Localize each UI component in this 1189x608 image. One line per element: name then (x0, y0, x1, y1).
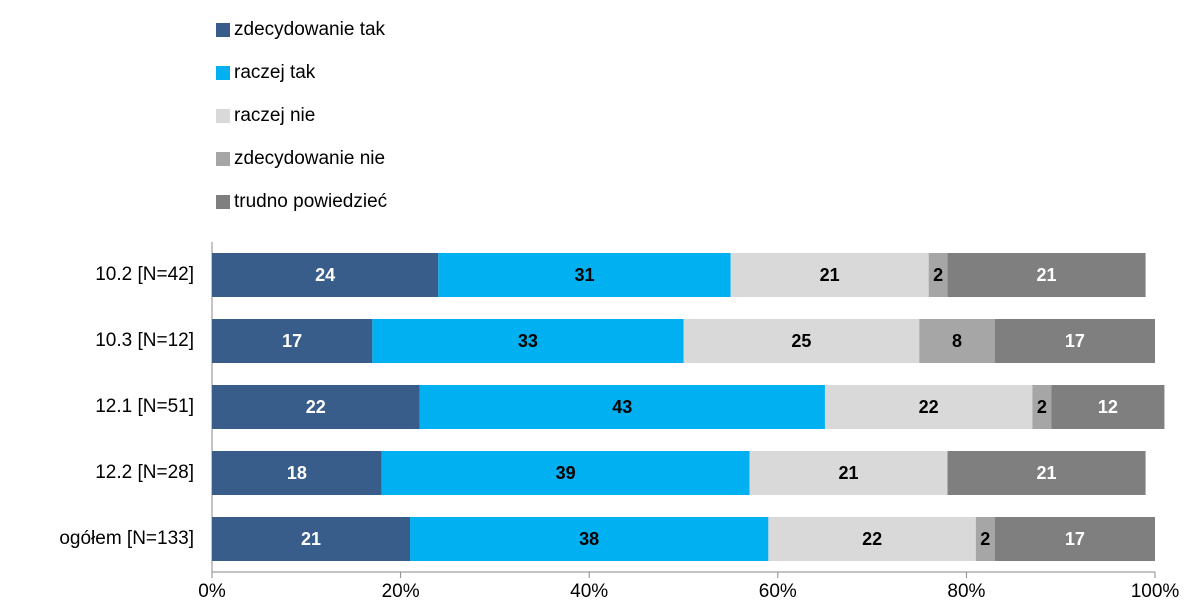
bar-segment (372, 319, 684, 363)
value-label: 25 (791, 331, 811, 351)
legend-label: zdecydowanie nie (234, 148, 385, 169)
bar-segment (947, 451, 1146, 495)
value-label: 43 (612, 397, 632, 417)
x-tick-label: 40% (570, 581, 608, 602)
value-label: 22 (919, 397, 939, 417)
bar-segment (947, 253, 1146, 297)
value-label: 21 (820, 265, 840, 285)
bar-segment (212, 253, 439, 297)
value-label: 18 (287, 463, 307, 483)
value-label: 17 (1065, 331, 1085, 351)
value-label: 2 (933, 265, 943, 285)
legend-swatch (216, 152, 230, 166)
legend-label: raczej tak (234, 62, 316, 83)
value-label: 2 (1037, 397, 1047, 417)
value-label: 17 (1065, 529, 1085, 549)
bar-segment (768, 517, 976, 561)
bar-segment (919, 319, 995, 363)
bar-segment (975, 517, 995, 561)
bar-segment (212, 319, 373, 363)
bar-segment (928, 253, 948, 297)
bar-segment (994, 319, 1155, 363)
value-label: 2 (980, 529, 990, 549)
bar-segment (1032, 385, 1052, 429)
y-tick-label: 10.2 [N=42] (95, 264, 194, 285)
y-tick-label: ogółem [N=133] (59, 528, 194, 549)
value-label: 21 (839, 463, 859, 483)
bar-segment (410, 517, 769, 561)
x-tick-label: 100% (1131, 581, 1180, 602)
value-label: 24 (315, 265, 335, 285)
legend-label: trudno powiedzieć (234, 191, 387, 212)
x-tick-label: 0% (198, 581, 226, 602)
x-tick-label: 20% (382, 581, 420, 602)
value-label: 22 (306, 397, 326, 417)
value-label: 12 (1098, 397, 1118, 417)
x-tick-label: 80% (947, 581, 985, 602)
y-tick-label: 12.1 [N=51] (95, 396, 194, 417)
x-tick-label: 60% (759, 581, 797, 602)
value-label: 31 (574, 265, 594, 285)
legend-label: zdecydowanie tak (234, 19, 386, 40)
bar-segment (419, 385, 825, 429)
bar-segment (212, 451, 382, 495)
value-label: 21 (1037, 265, 1057, 285)
bar-segment (381, 451, 750, 495)
y-tick-label: 12.2 [N=28] (95, 462, 194, 483)
legend-swatch (216, 109, 230, 123)
bar-segment (212, 385, 420, 429)
value-label: 38 (579, 529, 599, 549)
value-label: 21 (1037, 463, 1057, 483)
bar-segment (212, 517, 411, 561)
bar-segment (994, 517, 1155, 561)
value-label: 17 (282, 331, 302, 351)
legend-swatch (216, 23, 230, 37)
value-label: 33 (518, 331, 538, 351)
y-tick-label: 10.3 [N=12] (95, 330, 194, 351)
bar-segment (438, 253, 731, 297)
legend-swatch (216, 66, 230, 80)
bar-segment (749, 451, 948, 495)
legend-label: raczej nie (234, 105, 315, 126)
bar-segment (683, 319, 920, 363)
value-label: 8 (952, 331, 962, 351)
value-label: 21 (301, 529, 321, 549)
bar-segment (730, 253, 929, 297)
value-label: 22 (862, 529, 882, 549)
legend-swatch (216, 195, 230, 209)
bar-segment (1051, 385, 1165, 429)
bar-segment (824, 385, 1033, 429)
value-label: 39 (556, 463, 576, 483)
